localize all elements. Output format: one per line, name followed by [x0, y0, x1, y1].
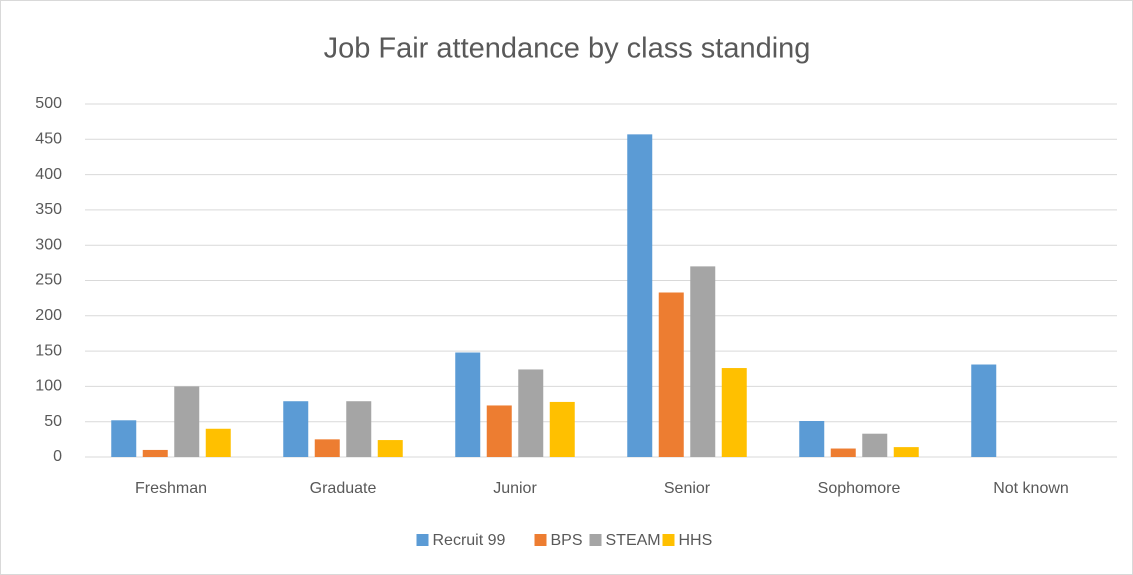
bar [486, 405, 512, 457]
bar [971, 364, 997, 457]
x-tick-label: Not known [993, 480, 1069, 497]
bar [455, 352, 481, 457]
legend-swatch [662, 534, 675, 546]
legend-label: Recruit 99 [433, 532, 506, 549]
bar [314, 439, 340, 457]
legend-label: HHS [679, 532, 713, 549]
bar [799, 420, 825, 457]
y-tick-label: 500 [35, 95, 62, 112]
y-tick-label: 450 [35, 131, 62, 148]
legend-swatch [589, 534, 602, 546]
bar [627, 134, 653, 457]
x-tick-label: Freshman [135, 480, 207, 497]
x-tick-label: Sophomore [818, 480, 901, 497]
legend-label: BPS [551, 532, 583, 549]
bar [111, 420, 137, 457]
y-tick-label: 250 [35, 272, 62, 289]
bar [283, 401, 309, 457]
x-tick-label: Senior [664, 480, 711, 497]
bar [346, 401, 372, 457]
bar [862, 433, 888, 457]
bar [518, 369, 544, 457]
y-tick-label: 300 [35, 236, 62, 253]
y-tick-label: 0 [53, 448, 62, 465]
y-tick-label: 200 [35, 307, 62, 324]
x-tick-label: Junior [493, 480, 537, 497]
y-tick-label: 150 [35, 342, 62, 359]
legend-label: STEAM [606, 532, 661, 549]
bar [893, 447, 919, 457]
y-tick-label: 50 [44, 413, 62, 430]
bar [549, 401, 575, 457]
y-tick-label: 400 [35, 166, 62, 183]
bar [142, 449, 168, 457]
bar [690, 266, 716, 457]
y-tick-label: 100 [35, 378, 62, 395]
chart-title: Job Fair attendance by class standing [324, 33, 811, 65]
legend-swatch [534, 534, 547, 546]
bar [174, 386, 200, 457]
bar [721, 368, 747, 457]
bar [205, 428, 231, 457]
x-tick-label: Graduate [310, 480, 377, 497]
bar [830, 448, 856, 457]
legend-swatch [416, 534, 429, 546]
bar [658, 292, 684, 457]
bar [377, 440, 403, 457]
y-tick-label: 350 [35, 201, 62, 218]
